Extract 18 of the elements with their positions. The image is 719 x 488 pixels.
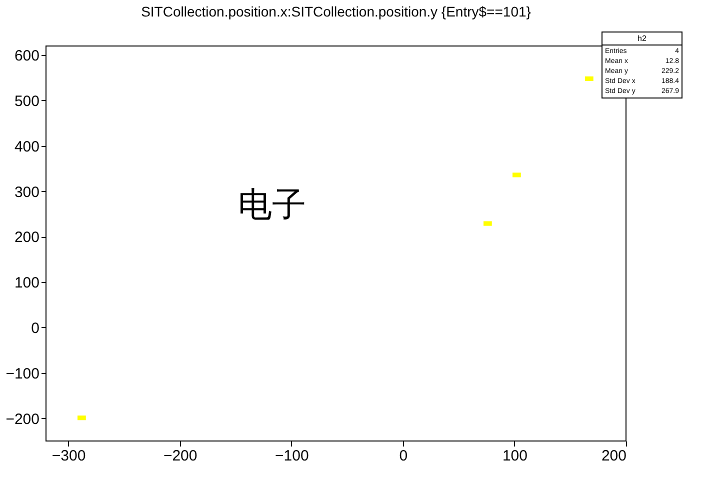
y-tick-label: 100: [14, 274, 40, 292]
y-tick-label: 200: [14, 229, 40, 246]
x-tick-label: 0: [399, 448, 408, 464]
x-tick-label: −100: [274, 448, 309, 464]
x-tick-label: 100: [502, 448, 528, 464]
y-tick-label: 0: [31, 320, 40, 337]
y-tick-label: 500: [14, 92, 40, 110]
x-tick-label: −300: [52, 448, 86, 464]
x-tick-label: 200: [601, 448, 626, 464]
y-tick-label: 400: [14, 138, 40, 156]
y-tick-label: 300: [14, 184, 40, 201]
chart-title: SITCollection.position.x:SITCollection.position.y {Entry$==101}: [141, 4, 532, 20]
y-tick-label: −200: [6, 410, 40, 428]
y-tick-label: 600: [14, 48, 40, 65]
x-tick-label: −200: [163, 448, 198, 464]
y-tick-label: −100: [6, 365, 40, 382]
text: h2: [638, 34, 647, 43]
annotation: 电子: [238, 186, 306, 224]
